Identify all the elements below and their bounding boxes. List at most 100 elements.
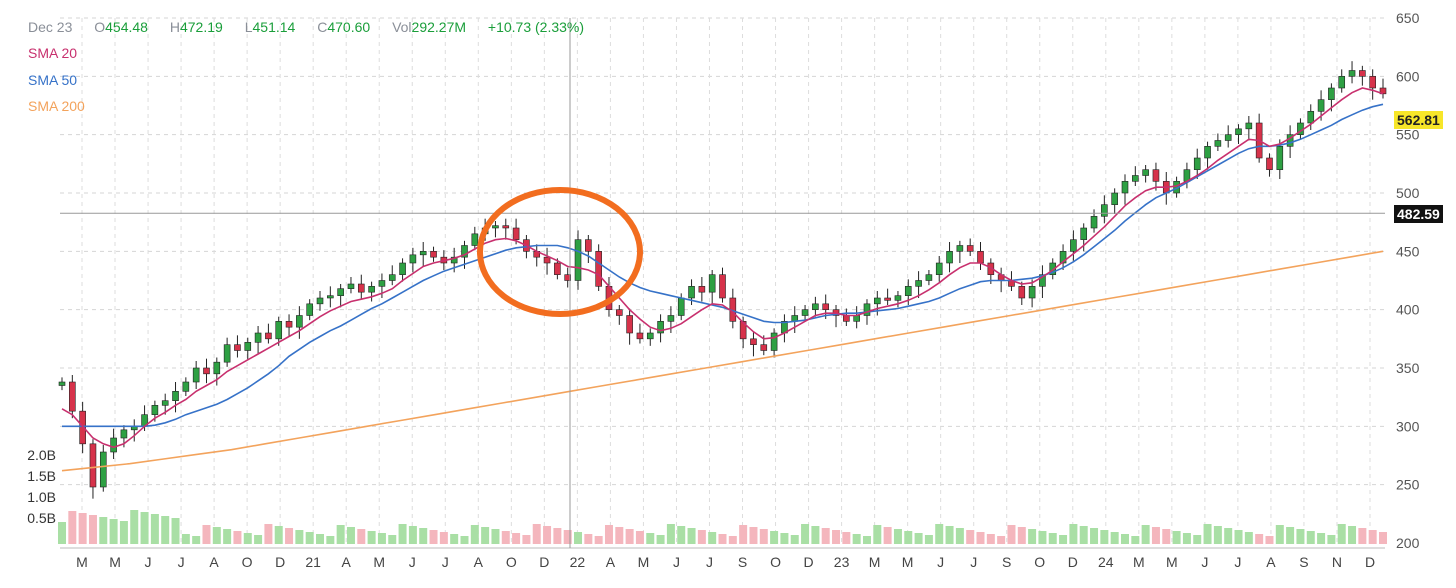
candle-body [750,338,757,345]
x-tick-label: A [474,554,484,570]
change-value: +10.73 (2.33%) [487,19,585,35]
volume-bar [935,524,944,544]
volume-bar [1059,535,1068,544]
volume-bar [357,529,366,544]
volume-bar [233,531,242,544]
x-tick-label: J [178,554,185,570]
volume-bar [254,535,263,544]
volume-bar [1162,529,1171,544]
volume-bar [656,535,665,544]
candle-body [1307,111,1315,124]
x-tick-label: J [970,554,977,570]
volume-bar [739,525,748,544]
candle-body [1059,251,1067,264]
volume-bar [161,516,170,544]
volume-bar [1100,530,1109,544]
volume-bar [646,533,655,544]
volume-bar [635,531,644,544]
legend-sma50[interactable]: SMA 50 [28,72,78,88]
candle-body [770,332,778,351]
volume-bar [1048,533,1057,544]
x-tick-label: N [1332,554,1342,570]
volume-bar [1007,525,1016,544]
candle-body [120,429,128,439]
volume-bar [223,529,232,544]
volume-bar [1265,536,1274,544]
volume-bar [1327,535,1336,544]
candle-body [327,295,334,299]
candle-body [1204,146,1211,159]
candle-body [708,274,716,293]
legend-sma200[interactable]: SMA 200 [28,98,85,114]
high-value: 472.19 [179,19,223,35]
x-tick-label: 21 [305,554,321,570]
candle-body [863,303,871,316]
volume-bar [728,536,737,544]
volume-value: 292.27M [411,19,467,35]
volume-bar [1079,526,1088,544]
y-tick-label: 200 [1396,535,1420,551]
volume-bar [697,530,706,544]
candle-body [512,227,520,240]
volume-bar [904,531,913,544]
candle-body [719,274,726,299]
x-tick-label: A [209,554,219,570]
candle-body [1379,87,1387,95]
date-label: Dec 23 [28,19,73,35]
x-tick-label: M [902,554,914,570]
volume-bar [1358,528,1367,544]
candle-body [430,251,437,258]
volume-bar [130,510,139,544]
y-tick-label: 300 [1396,418,1420,434]
volume-bar [481,527,490,544]
volume-bar [780,533,789,544]
volume-bar [1120,534,1129,544]
candle-body [935,262,943,275]
candle-body [1090,216,1098,229]
sma200-line [61,250,1384,472]
candle-body [99,451,107,488]
volume-bar [677,526,686,544]
x-tick-label: A [1266,554,1276,570]
candle-body [1039,274,1046,287]
volume-bar [563,530,572,544]
candle-body [296,315,303,328]
volume-bar [491,529,500,544]
volume-bar [811,526,820,544]
volume-bar [553,528,562,544]
candle-body [595,251,602,287]
candle-body [89,443,97,488]
volume-bar [594,536,603,544]
volume-bar [99,517,108,544]
volume-bar [377,533,386,544]
x-tick-label: 22 [570,554,586,570]
volume-bar [893,529,902,544]
x-tick-label: 24 [1098,554,1114,570]
y-tick-label: 450 [1396,243,1420,259]
candle-body [585,239,592,252]
highlight-circle [477,187,643,317]
volume-bar [790,535,799,544]
last-price-badge: 562.81 [1394,111,1443,129]
candle-body [956,245,964,252]
volume-bar [1069,524,1078,544]
volume-bar [1306,531,1315,544]
candle-body [502,225,510,229]
volume-bar [192,536,201,544]
candle-body [894,295,902,301]
volume-bar [976,532,985,544]
volume-bar [842,532,851,544]
x-tick-label: J [409,554,416,570]
sma20-line [61,87,1384,449]
close-label: C [317,19,328,35]
y-tick-label: 350 [1396,360,1420,376]
candle-body [904,286,912,296]
x-tick-label: M [638,554,650,570]
candle-body [275,321,283,340]
legend-sma20[interactable]: SMA 20 [28,45,78,61]
volume-bar [367,531,376,544]
volume-bar [1017,527,1026,544]
volume-bar [584,534,593,544]
candle-body [760,344,768,351]
